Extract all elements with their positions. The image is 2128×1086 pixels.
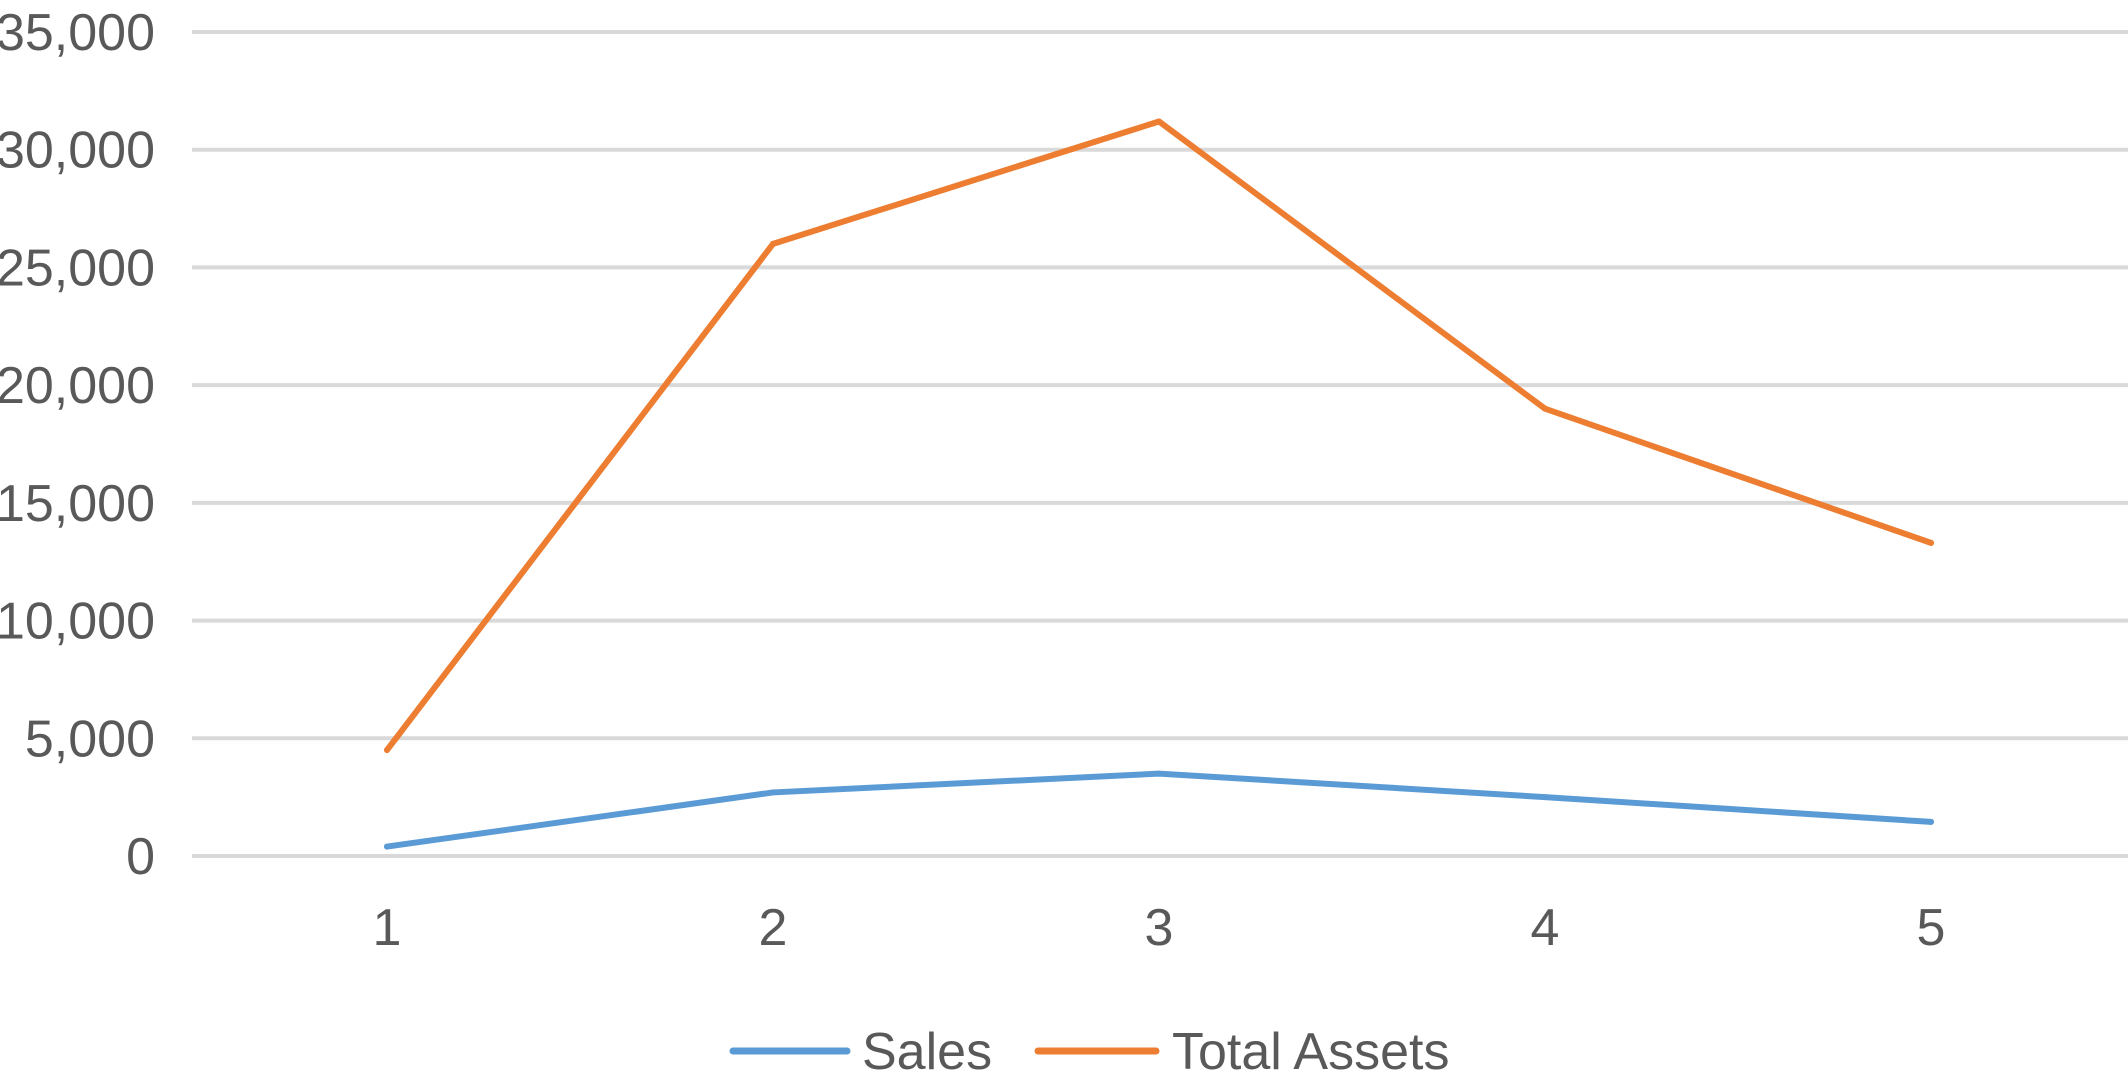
x-tick-label: 3 <box>1145 899 1174 957</box>
data-point <box>1542 405 1548 412</box>
y-tick-label: 5,000 <box>25 710 155 768</box>
data-point <box>384 843 390 850</box>
data-point <box>1928 818 1934 825</box>
legend-item-sales: Sales <box>729 1023 992 1081</box>
legend-item-total-assets: Total Assets <box>1034 1023 1449 1081</box>
data-point <box>770 240 776 247</box>
legend-label: Sales <box>862 1023 992 1081</box>
y-tick-label: 30,000 <box>0 122 155 180</box>
y-axis-tick-labels: 0 5,000 10,000 15,000 20,000 25,000 30,000 35,0… <box>0 4 155 886</box>
series-line-sales <box>384 770 1934 850</box>
series-line-total-assets <box>384 118 1934 754</box>
y-tick-label: 0 <box>126 828 155 886</box>
x-tick-label: 5 <box>1917 899 1946 957</box>
x-tick-label: 2 <box>759 899 788 957</box>
data-point <box>1542 794 1548 801</box>
y-tick-label: 15,000 <box>0 475 155 533</box>
data-point <box>1928 539 1934 546</box>
data-point <box>1156 118 1162 125</box>
legend-label: Total Assets <box>1172 1023 1449 1081</box>
y-tick-label: 35,000 <box>0 4 155 62</box>
x-axis-tick-labels: 1 2 3 4 5 <box>373 899 1946 957</box>
y-tick-label: 10,000 <box>0 593 155 651</box>
data-point <box>1156 770 1162 777</box>
data-point <box>770 789 776 796</box>
x-tick-label: 4 <box>1531 899 1560 957</box>
gridlines <box>192 30 2128 858</box>
y-tick-label: 25,000 <box>0 239 155 297</box>
data-point <box>384 747 390 754</box>
y-tick-label: 20,000 <box>0 357 155 415</box>
x-tick-label: 1 <box>373 899 402 957</box>
legend: Sales Total Assets <box>729 1023 1449 1081</box>
series-lines <box>384 118 1934 850</box>
